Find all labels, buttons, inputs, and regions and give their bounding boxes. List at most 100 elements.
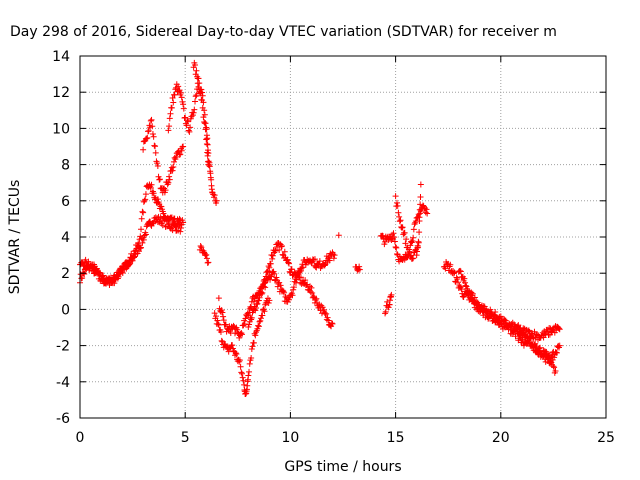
y-tick-label: 8 [61, 158, 70, 174]
data-point [118, 266, 125, 273]
data-point [238, 369, 245, 376]
data-point [141, 197, 148, 204]
data-point [139, 208, 146, 215]
data-point [177, 89, 184, 96]
data-point [454, 276, 461, 283]
data-point [239, 331, 246, 338]
data-point [246, 368, 253, 375]
data-point [323, 310, 330, 317]
data-point [195, 75, 202, 82]
data-point [257, 317, 264, 324]
data-point [81, 270, 88, 277]
data-point [203, 255, 210, 262]
data-point [319, 304, 326, 311]
data-point [187, 124, 194, 131]
data-point [450, 270, 457, 277]
data-point [556, 326, 563, 333]
data-point [149, 123, 156, 130]
data-point [455, 279, 462, 286]
x-axis-title: GPS time / hours [284, 459, 401, 475]
data-point [152, 149, 159, 156]
data-point [202, 252, 209, 259]
data-point [285, 296, 292, 303]
data-point [266, 297, 273, 304]
data-point [220, 317, 227, 324]
data-point [175, 83, 182, 90]
data-point [180, 219, 187, 226]
data-point [203, 251, 210, 258]
data-point [154, 163, 161, 170]
data-point [415, 211, 422, 218]
data-point [307, 288, 314, 295]
data-point [403, 253, 410, 260]
data-point [496, 313, 503, 320]
data-point [391, 238, 398, 245]
data-point [393, 244, 400, 251]
data-point [255, 323, 262, 330]
y-tick-label: 2 [61, 266, 70, 282]
data-point [239, 374, 246, 381]
data-point [545, 354, 552, 361]
data-point [469, 290, 476, 297]
data-point [356, 263, 363, 270]
data-point [204, 259, 211, 266]
data-point [290, 286, 297, 293]
data-point [259, 289, 266, 296]
data-point [405, 246, 412, 253]
data-point [389, 235, 396, 242]
data-point [196, 90, 203, 97]
data-point [261, 280, 268, 287]
data-point [278, 242, 285, 249]
data-point [548, 359, 555, 366]
data-point [417, 201, 424, 208]
data-point [133, 245, 140, 252]
data-point [214, 317, 221, 324]
data-point [530, 344, 537, 351]
data-point [233, 350, 240, 357]
data-point [527, 335, 534, 342]
data-point [451, 269, 458, 276]
data-point [166, 123, 173, 130]
data-point [167, 110, 174, 117]
data-point [525, 328, 532, 335]
data-point [246, 321, 253, 328]
data-point [232, 325, 239, 332]
y-tick-label: -6 [56, 411, 70, 427]
data-point [296, 268, 303, 275]
x-tick-label: 10 [281, 430, 299, 446]
data-point [178, 94, 185, 101]
data-point [165, 127, 172, 134]
data-point [135, 242, 142, 249]
data-point [461, 275, 468, 282]
data-point [213, 313, 220, 320]
data-point [396, 218, 403, 225]
data-point [382, 310, 389, 317]
data-point [231, 330, 238, 337]
chart-title: Day 298 of 2016, Sidereal Day-to-day VTE… [10, 24, 557, 40]
x-tick-label: 25 [597, 430, 615, 446]
data-point [152, 143, 159, 150]
data-point [192, 62, 199, 69]
data-point [170, 99, 177, 106]
data-point [382, 238, 389, 245]
data-point [148, 181, 155, 188]
data-point [122, 259, 129, 266]
data-point [321, 306, 328, 313]
data-point [222, 340, 229, 347]
data-point [262, 284, 269, 291]
data-point [468, 289, 475, 296]
data-point [321, 309, 328, 316]
data-point [551, 354, 558, 361]
data-point [199, 97, 206, 104]
data-point [553, 349, 560, 356]
data-point [253, 304, 260, 311]
data-point [385, 304, 392, 311]
data-point [551, 364, 558, 371]
data-points [77, 59, 563, 398]
data-point [225, 348, 232, 355]
data-point [180, 101, 187, 108]
data-point [410, 226, 417, 233]
data-point [409, 238, 416, 245]
data-point [462, 279, 469, 286]
